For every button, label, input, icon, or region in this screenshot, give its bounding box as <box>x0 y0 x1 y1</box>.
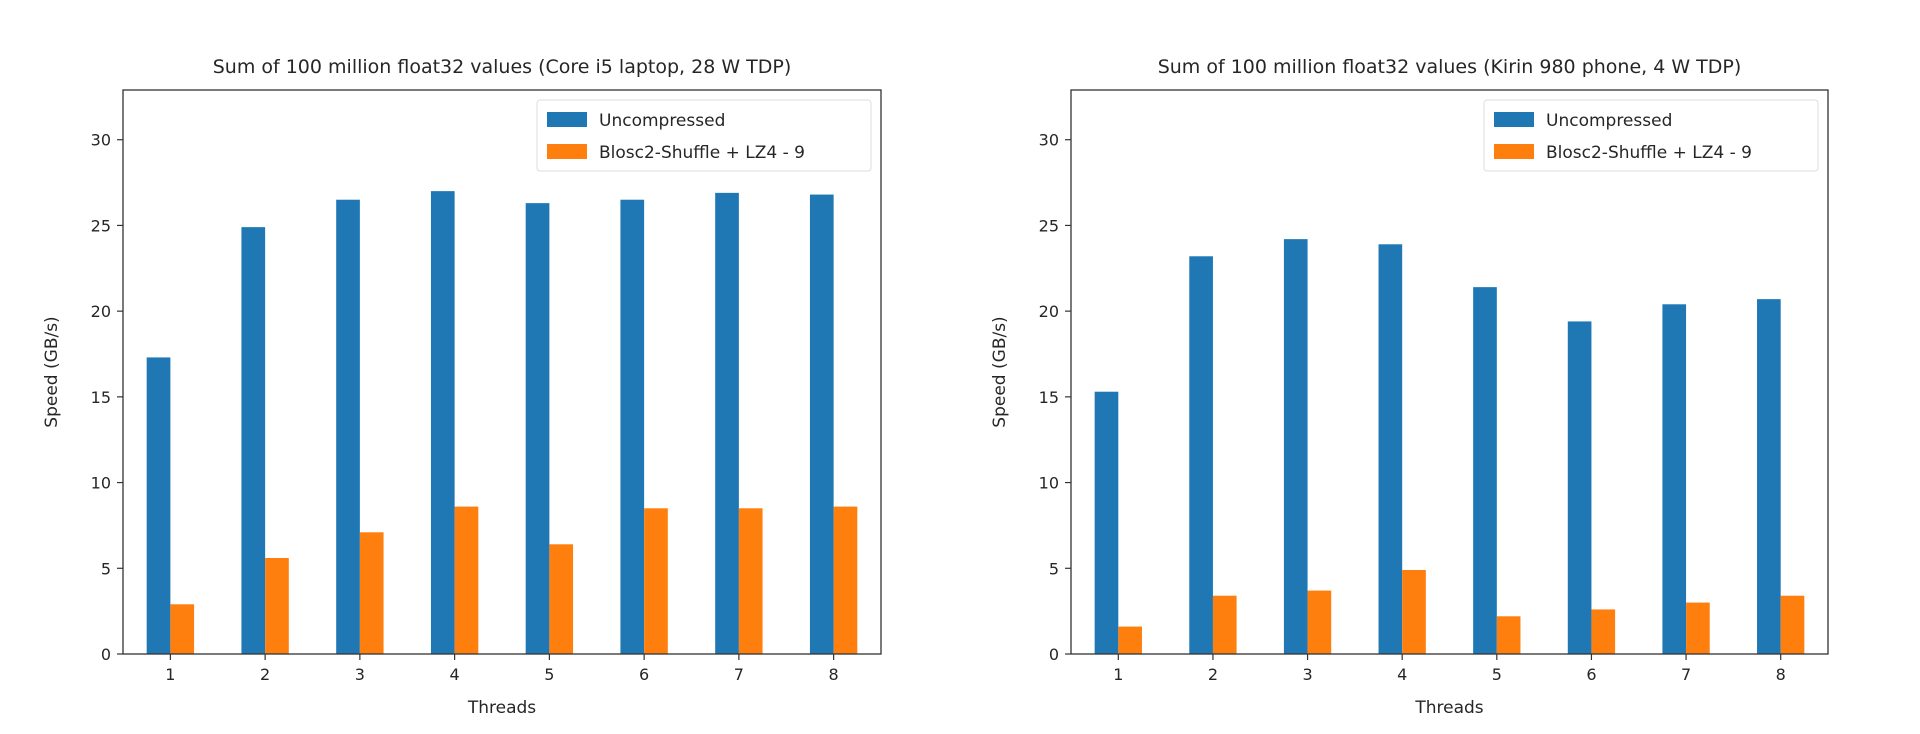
bar-blosc2-1 <box>170 604 195 654</box>
legend-swatch-blosc2 <box>1494 144 1534 159</box>
bar-blosc2-6 <box>1591 609 1616 654</box>
x-axis-label: Threads <box>1414 698 1483 718</box>
bar-uncompressed-7 <box>715 192 739 654</box>
bar-blosc2-4 <box>454 506 479 654</box>
bar-blosc2-8 <box>833 506 858 654</box>
x-tick-label: 7 <box>734 665 744 684</box>
x-tick-label: 6 <box>1586 665 1596 684</box>
legend: Uncompressed Blosc2-Shuffle + LZ4 - 9 <box>536 99 872 172</box>
y-tick-label: 25 <box>1039 216 1059 235</box>
bar-uncompressed-1 <box>146 357 171 654</box>
bar-blosc2-8 <box>1780 595 1805 654</box>
legend-swatch-blosc2 <box>547 144 587 159</box>
bar-uncompressed-4 <box>430 191 455 654</box>
y-tick-label: 0 <box>101 645 111 664</box>
y-tick-label: 30 <box>91 131 111 150</box>
bar-uncompressed-5 <box>525 203 550 654</box>
x-tick-label: 1 <box>165 665 175 684</box>
y-tick-label: 10 <box>1039 474 1059 493</box>
y-tick-label: 10 <box>91 474 111 493</box>
x-tick-label: 3 <box>355 665 365 684</box>
x-tick-label: 7 <box>1681 665 1691 684</box>
legend-box <box>1483 99 1819 172</box>
y-tick-label: 0 <box>1049 645 1059 664</box>
bar-uncompressed-2 <box>1189 256 1213 654</box>
bar-blosc2-6 <box>644 508 668 654</box>
x-tick-label: 4 <box>1397 665 1407 684</box>
bar-uncompressed-8 <box>1757 299 1781 654</box>
bar-blosc2-7 <box>1686 602 1710 654</box>
bar-uncompressed-1 <box>1094 391 1119 654</box>
axes-frame <box>1070 89 1829 655</box>
legend-label: Uncompressed <box>599 111 725 131</box>
x-tick-label: 8 <box>1776 665 1786 684</box>
legend-label: Blosc2-Shuffle + LZ4 - 9 <box>1546 143 1752 163</box>
y-tick-label: 15 <box>91 388 111 407</box>
x-tick-label: 1 <box>1113 665 1123 684</box>
bar-uncompressed-4 <box>1378 244 1403 655</box>
bar-blosc2-2 <box>265 558 289 654</box>
bar-blosc2-7 <box>738 508 763 654</box>
x-tick-label: 6 <box>639 665 649 684</box>
y-axis-label: Speed (GB/s) <box>42 316 62 427</box>
bar-uncompressed-5 <box>1473 287 1497 654</box>
bar-blosc2-4 <box>1402 570 1426 654</box>
bar-uncompressed-3 <box>336 199 360 654</box>
x-tick-label: 4 <box>450 665 460 684</box>
legend-swatch-uncompressed <box>547 112 587 127</box>
legend: Uncompressed Blosc2-Shuffle + LZ4 - 9 <box>1483 99 1819 172</box>
bar-blosc2-3 <box>1307 590 1332 654</box>
y-tick-label: 5 <box>1049 559 1059 578</box>
bar-uncompressed-2 <box>241 227 266 654</box>
y-tick-label: 5 <box>101 559 111 578</box>
chart-title: Sum of 100 million float32 values (Kirin… <box>1158 56 1742 78</box>
bar-blosc2-2 <box>1212 595 1237 654</box>
x-tick-label: 2 <box>260 665 270 684</box>
bar-uncompressed-6 <box>620 199 645 654</box>
chart-1: Sum of 100 million float32 values (Core … <box>42 56 882 718</box>
y-tick-label: 25 <box>91 216 111 235</box>
legend-label: Uncompressed <box>1546 111 1672 131</box>
bar-uncompressed-3 <box>1283 239 1308 654</box>
axes-frame <box>122 89 882 655</box>
bar-blosc2-5 <box>549 544 574 654</box>
y-axis-label: Speed (GB/s) <box>990 316 1010 427</box>
chart-2: Sum of 100 million float32 values (Kirin… <box>990 56 1829 718</box>
x-axis-label: Threads <box>467 698 536 718</box>
x-tick-label: 3 <box>1302 665 1312 684</box>
x-tick-label: 8 <box>829 665 839 684</box>
legend-swatch-uncompressed <box>1494 112 1534 127</box>
bar-uncompressed-8 <box>809 194 834 655</box>
x-tick-label: 5 <box>544 665 554 684</box>
x-tick-label: 5 <box>1492 665 1502 684</box>
x-tick-label: 2 <box>1208 665 1218 684</box>
bar-uncompressed-6 <box>1567 321 1592 654</box>
chart-title: Sum of 100 million float32 values (Core … <box>213 56 792 78</box>
legend-label: Blosc2-Shuffle + LZ4 - 9 <box>599 143 805 163</box>
legend-box <box>536 99 872 172</box>
y-tick-label: 20 <box>1039 302 1059 321</box>
y-tick-label: 20 <box>91 302 111 321</box>
y-tick-label: 30 <box>1039 131 1059 150</box>
bar-blosc2-3 <box>359 532 384 654</box>
y-tick-label: 15 <box>1039 388 1059 407</box>
bar-blosc2-1 <box>1118 626 1142 654</box>
bar-uncompressed-7 <box>1662 304 1687 654</box>
bar-blosc2-5 <box>1496 616 1521 654</box>
